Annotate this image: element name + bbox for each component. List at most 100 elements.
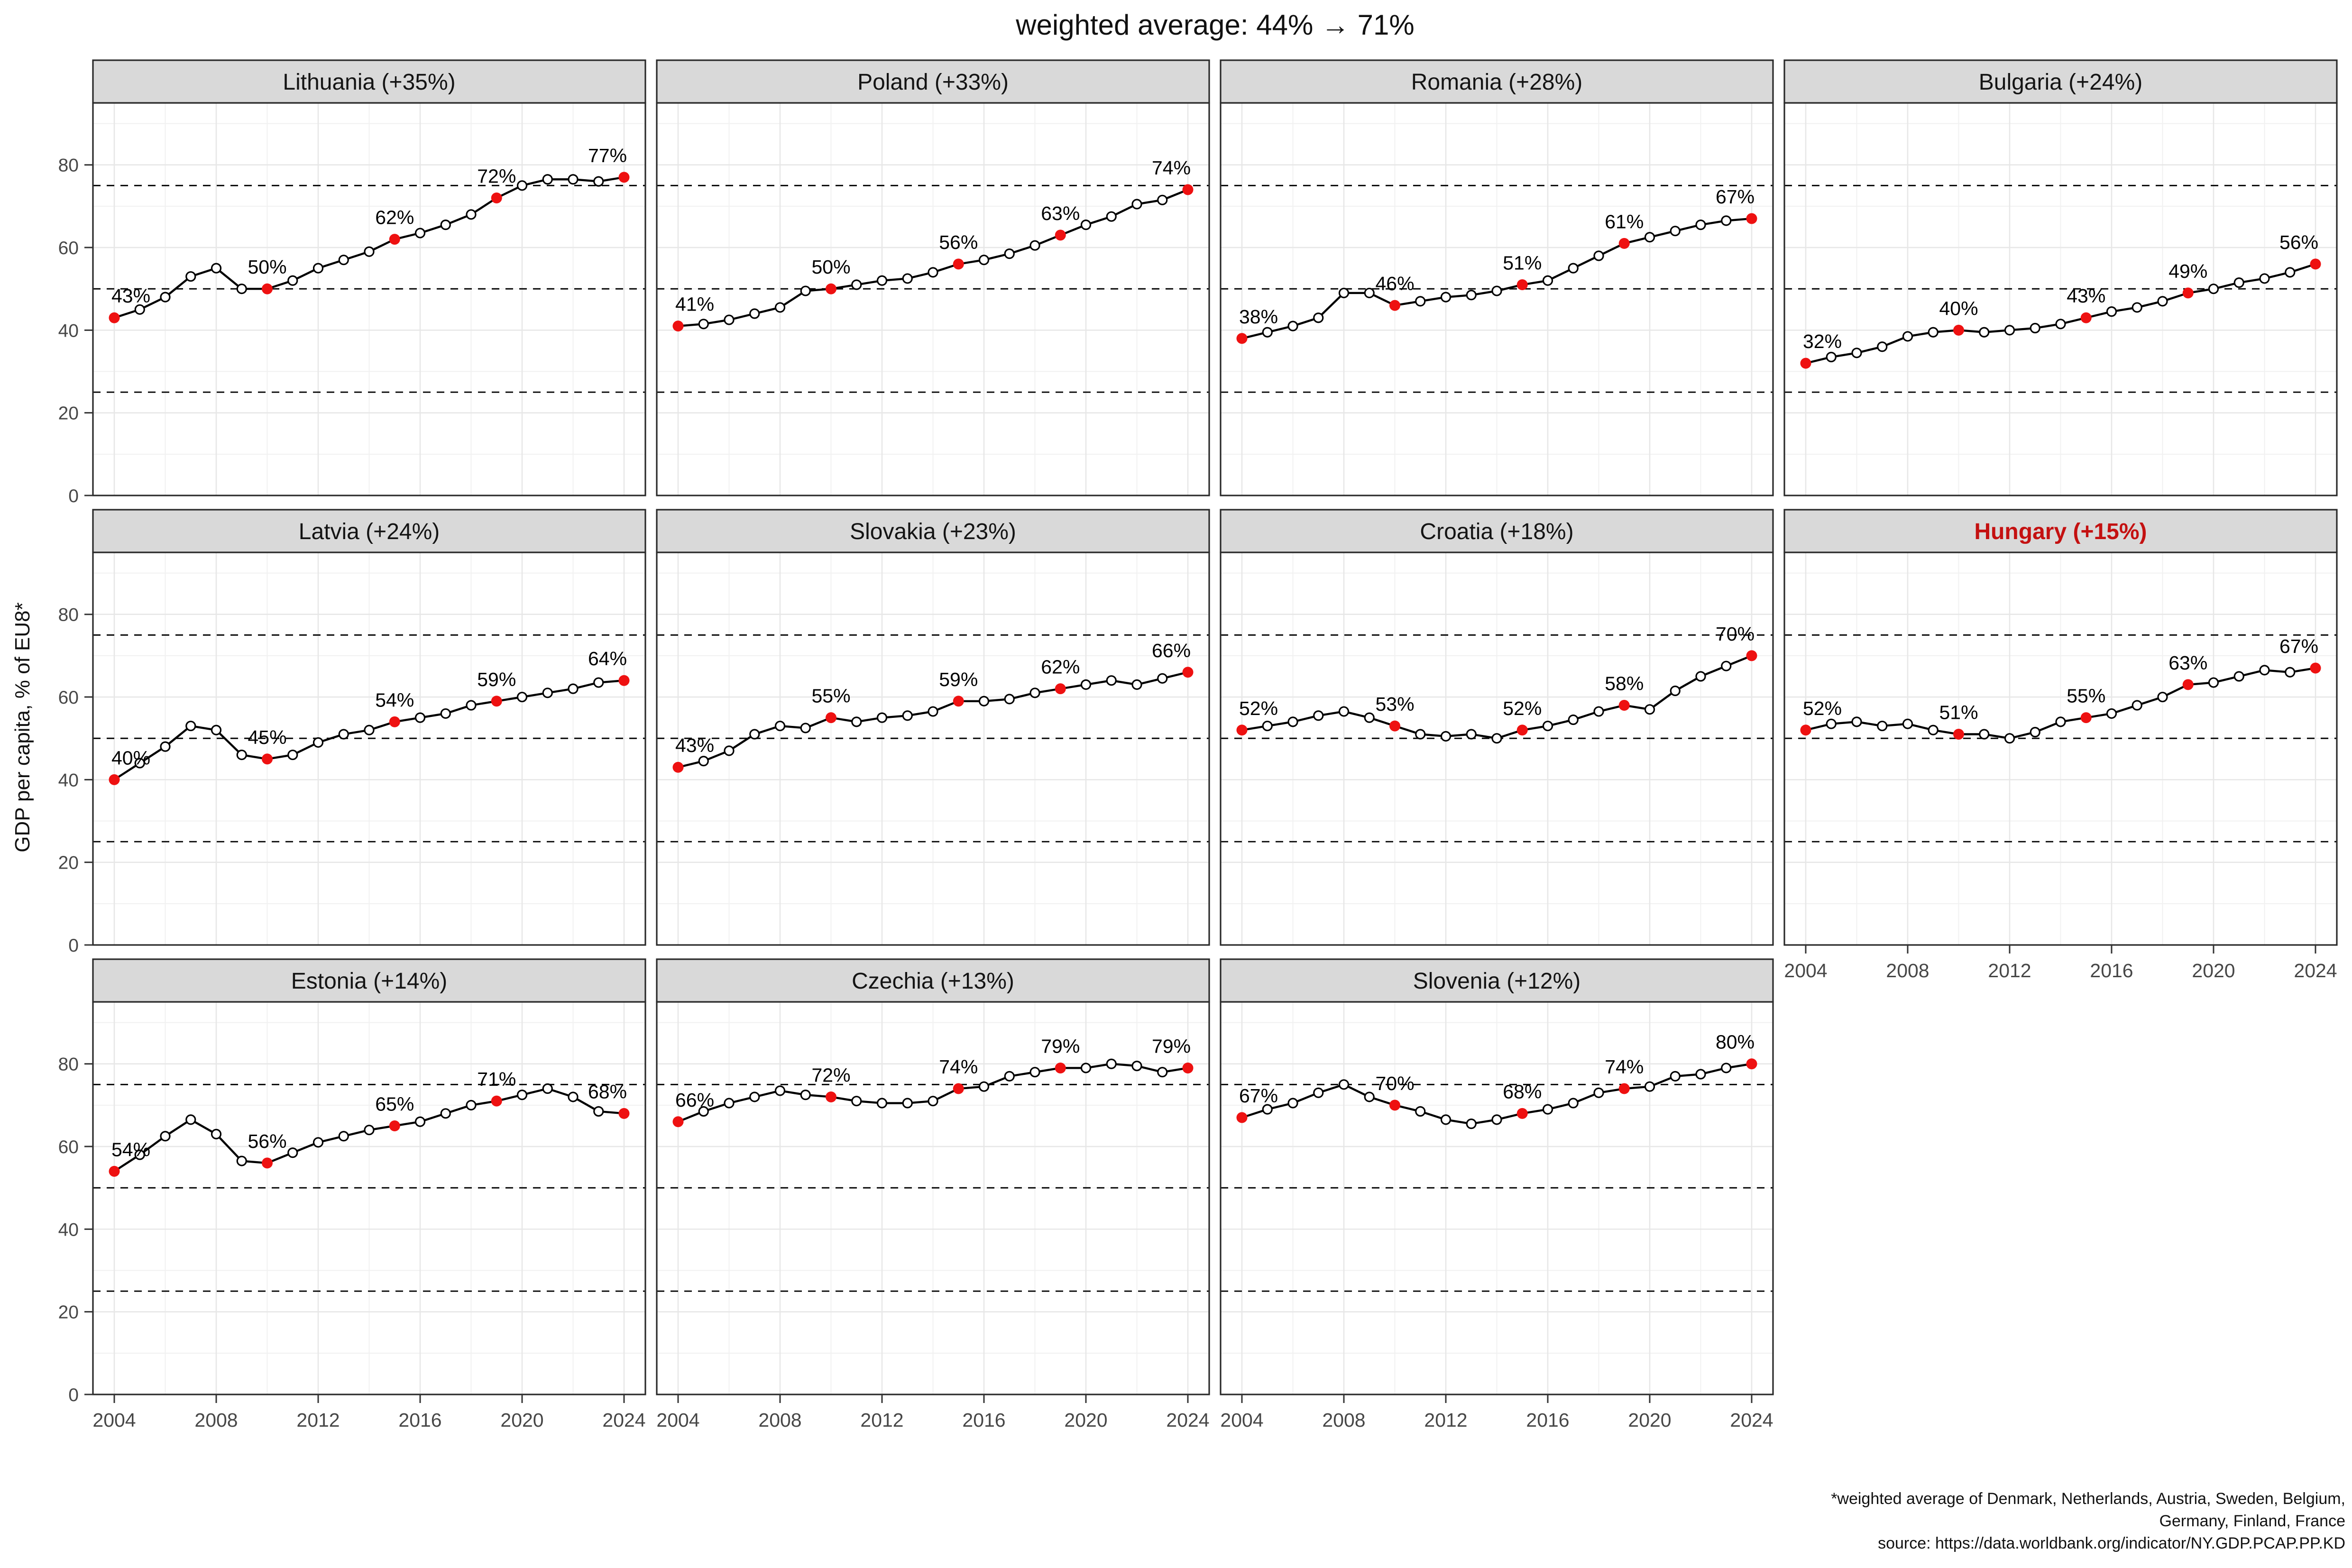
highlight-point [2310,258,2321,270]
data-point [1877,341,1888,352]
y-tick-label: 60 [58,1137,79,1157]
data-point [134,1149,145,1160]
data-point [1721,215,1732,226]
data-point [542,174,553,185]
data-point [724,314,735,325]
data-point [749,308,760,319]
data-point [1415,296,1426,307]
highlight-point [1953,324,1964,336]
x-tick-label: 2012 [1988,960,2031,981]
data-point [1542,720,1553,732]
data-point [1131,679,1142,690]
data-point [338,255,349,266]
point-label: 50% [248,256,286,278]
data-point [1157,673,1168,684]
y-tick-label: 40 [58,1220,79,1240]
x-tick-label: 2004 [92,1409,136,1431]
highlight-point [1746,650,1757,661]
data-point [1313,312,1324,323]
highlight-point [1389,1100,1400,1111]
data-point [2285,267,2296,278]
data-point [1080,679,1092,690]
highlight-point [672,761,684,773]
x-tick-label: 2020 [1628,1409,1671,1431]
x-tick-label: 2004 [1220,1409,1263,1431]
point-label: 50% [811,256,850,278]
data-point [902,710,913,721]
point-label: 79% [1041,1035,1080,1057]
data-point [414,1116,426,1127]
strip-romania [1220,59,1774,104]
data-point [185,1114,196,1125]
strip-title-bulgaria: Bulgaria (+24%) [1979,70,2143,95]
highlight-point [1746,1058,1757,1070]
point-label: 49% [2168,260,2207,282]
highlight-point [2080,712,2092,724]
highlight-point [1389,720,1400,732]
strip-lithuania [92,59,646,104]
data-point [800,723,811,734]
highlight-point [672,321,684,332]
data-point [774,1085,786,1096]
data-point [1721,1063,1732,1073]
y-tick-label: 0 [68,1385,79,1405]
data-point [1313,1087,1324,1098]
data-point [1440,1114,1452,1125]
point-label: 56% [248,1130,286,1152]
strip-czechia [656,958,1210,1003]
data-point [1902,331,1913,342]
point-label: 65% [375,1093,414,1115]
data-point [2233,671,2244,682]
data-point [134,304,145,315]
point-label: 77% [588,145,627,166]
point-label: 67% [2279,635,2318,657]
data-point [2233,277,2244,288]
data-point [1695,220,1706,230]
data-point [928,267,938,278]
footnote: *weighted average of Denmark, Netherland… [1831,1488,2345,1555]
data-point [724,745,735,756]
highlight-point [1055,683,1066,695]
highlight-point [618,675,630,686]
x-tick-label: 2024 [1730,1409,1773,1431]
data-point [1542,275,1553,286]
x-tick-label: 2020 [2192,960,2235,981]
data-point [1695,671,1706,682]
point-label: 51% [1939,701,1978,723]
data-point [2208,284,2219,294]
data-point [698,756,709,767]
data-point [1131,199,1142,210]
data-point [466,1100,477,1110]
strip-title-slovakia: Slovakia (+23%) [850,519,1016,544]
data-point [516,1090,528,1100]
strip-estonia [92,958,646,1003]
data-point [338,729,349,740]
data-point [2259,273,2270,284]
data-point [1029,688,1040,698]
point-label: 62% [1041,656,1080,678]
point-label: 71% [477,1068,516,1090]
x-tick-label: 2016 [398,1409,441,1431]
data-point [160,1131,171,1142]
highlight-point [109,312,120,323]
data-point [851,1096,862,1107]
data-point [2259,665,2270,676]
highlight-point [1516,1108,1528,1119]
strip-latvia [92,509,646,553]
point-label: 45% [248,726,286,748]
strip-slovakia [656,509,1210,553]
highlight-point [2080,312,2092,323]
data-point [211,263,222,274]
data-point [542,688,553,698]
data-point [1440,292,1452,303]
data-point [568,174,579,185]
data-point [1004,248,1015,259]
data-point [978,696,990,706]
highlight-point [2310,662,2321,674]
strip-slovenia [1220,958,1774,1003]
data-point [287,749,298,761]
data-point [414,228,426,238]
point-label: 67% [1239,1085,1278,1107]
highlight-point [1618,699,1630,711]
